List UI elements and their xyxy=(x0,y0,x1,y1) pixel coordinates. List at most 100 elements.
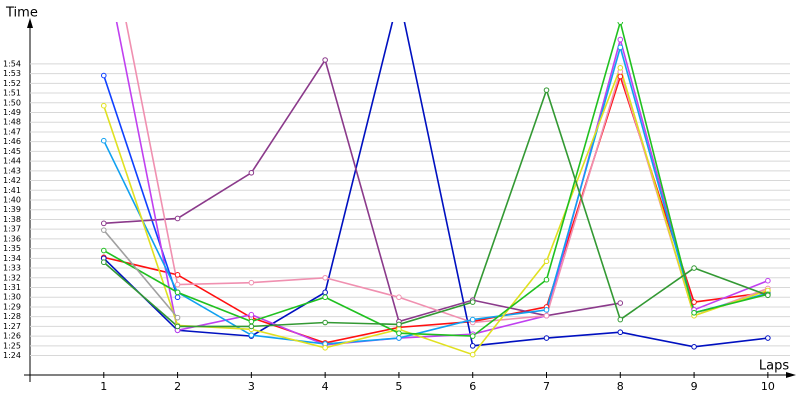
data-point xyxy=(617,44,624,51)
data-point xyxy=(322,289,328,296)
data-point xyxy=(691,344,697,350)
y-tick-label: 1:47 xyxy=(3,127,21,136)
x-tick-label: 9 xyxy=(691,380,698,393)
y-tick-label: 1:42 xyxy=(3,176,21,185)
data-point xyxy=(543,87,550,93)
y-tick-label: 1:48 xyxy=(3,118,21,127)
y-axis-title: Time xyxy=(5,6,38,21)
y-tick-label: 1:34 xyxy=(3,254,21,263)
data-point xyxy=(691,299,697,305)
data-point xyxy=(617,64,624,71)
x-tick-label: 10 xyxy=(761,380,775,393)
series-line xyxy=(103,44,769,345)
y-tick-label: 1:24 xyxy=(3,351,21,360)
data-point xyxy=(322,274,328,281)
data-point xyxy=(174,289,181,296)
data-point xyxy=(322,294,328,301)
data-point xyxy=(100,72,107,79)
y-tick-label: 1:46 xyxy=(3,137,21,146)
data-point xyxy=(248,311,255,318)
data-point xyxy=(174,272,181,278)
y-tick-label: 1:49 xyxy=(3,108,21,117)
data-point xyxy=(100,227,107,233)
plot xyxy=(100,22,771,358)
series-line xyxy=(103,75,179,298)
data-point xyxy=(765,277,771,284)
y-tick-label: 1:29 xyxy=(3,302,21,311)
data-point xyxy=(322,57,328,63)
data-point xyxy=(691,309,697,316)
data-point xyxy=(396,330,402,336)
y-tick-label: 1:40 xyxy=(3,196,21,205)
y-tick-label: 1:28 xyxy=(3,312,21,321)
data-point xyxy=(469,351,476,358)
data-point xyxy=(322,344,328,351)
x-tick-label: 5 xyxy=(395,380,402,393)
y-tick-label: 1:45 xyxy=(3,147,21,156)
data-point xyxy=(617,300,624,306)
data-point xyxy=(617,36,624,43)
data-point xyxy=(174,294,181,301)
data-point xyxy=(248,332,255,338)
data-point xyxy=(248,279,255,286)
data-point xyxy=(469,299,476,305)
series-line xyxy=(103,22,768,348)
y-tick-label: 1:53 xyxy=(3,69,21,78)
y-axis-arrow xyxy=(27,18,33,28)
data-point xyxy=(469,343,476,349)
data-point xyxy=(174,323,181,330)
y-tick-label: 1:31 xyxy=(3,283,21,292)
y-tick-label: 1:39 xyxy=(3,205,21,214)
y-tick-label: 1:44 xyxy=(3,157,21,166)
x-tick-label: 4 xyxy=(322,380,329,393)
x-tick-label: 3 xyxy=(248,380,255,393)
x-tick-label: 2 xyxy=(174,380,181,393)
data-point xyxy=(765,335,771,341)
data-point xyxy=(100,137,107,144)
y-tick-label: 1:38 xyxy=(3,215,21,224)
data-point xyxy=(617,22,624,25)
y-tick-label: 1:41 xyxy=(3,186,21,195)
y-tick-label: 1:43 xyxy=(3,166,21,175)
data-point xyxy=(322,319,328,326)
data-point xyxy=(248,169,255,176)
y-tick-label: 1:52 xyxy=(3,79,21,88)
y-tick-label: 1:35 xyxy=(3,244,21,253)
data-point xyxy=(248,318,255,325)
x-tick-label: 1 xyxy=(100,380,107,393)
y-tick-label: 1:26 xyxy=(3,332,21,341)
y-tick-label: 1:30 xyxy=(3,293,21,302)
x-axis-title: Laps xyxy=(759,359,789,374)
data-point xyxy=(469,333,476,339)
y-tick-label: 1:27 xyxy=(3,322,21,331)
data-point xyxy=(174,281,181,288)
y-tick-label: 1:50 xyxy=(3,98,21,107)
data-point xyxy=(174,314,181,321)
data-point xyxy=(100,102,107,109)
data-point xyxy=(691,265,697,271)
data-point xyxy=(543,258,550,265)
y-tick-label: 1:33 xyxy=(3,264,21,273)
data-point xyxy=(469,316,476,323)
y-tick-label: 1:54 xyxy=(3,59,21,68)
series-line xyxy=(103,58,621,323)
x-tick-label: 7 xyxy=(543,380,550,393)
y-tick-label: 1:51 xyxy=(3,89,21,98)
series-line xyxy=(103,87,769,328)
data-point xyxy=(765,292,771,299)
x-tick-label: 6 xyxy=(469,380,476,393)
data-point xyxy=(396,335,402,341)
data-point xyxy=(543,307,550,313)
y-tick-label: 1:32 xyxy=(3,273,21,282)
x-axis-arrow xyxy=(786,372,796,378)
data-point xyxy=(617,316,624,323)
data-point xyxy=(396,294,402,301)
data-point xyxy=(174,215,181,222)
series-line xyxy=(103,65,769,356)
data-point xyxy=(617,329,624,336)
data-point xyxy=(543,312,550,319)
x-tick-label: 8 xyxy=(617,380,624,393)
y-tick-label: 1:37 xyxy=(3,225,21,234)
y-tick-label: 1:36 xyxy=(3,234,21,243)
